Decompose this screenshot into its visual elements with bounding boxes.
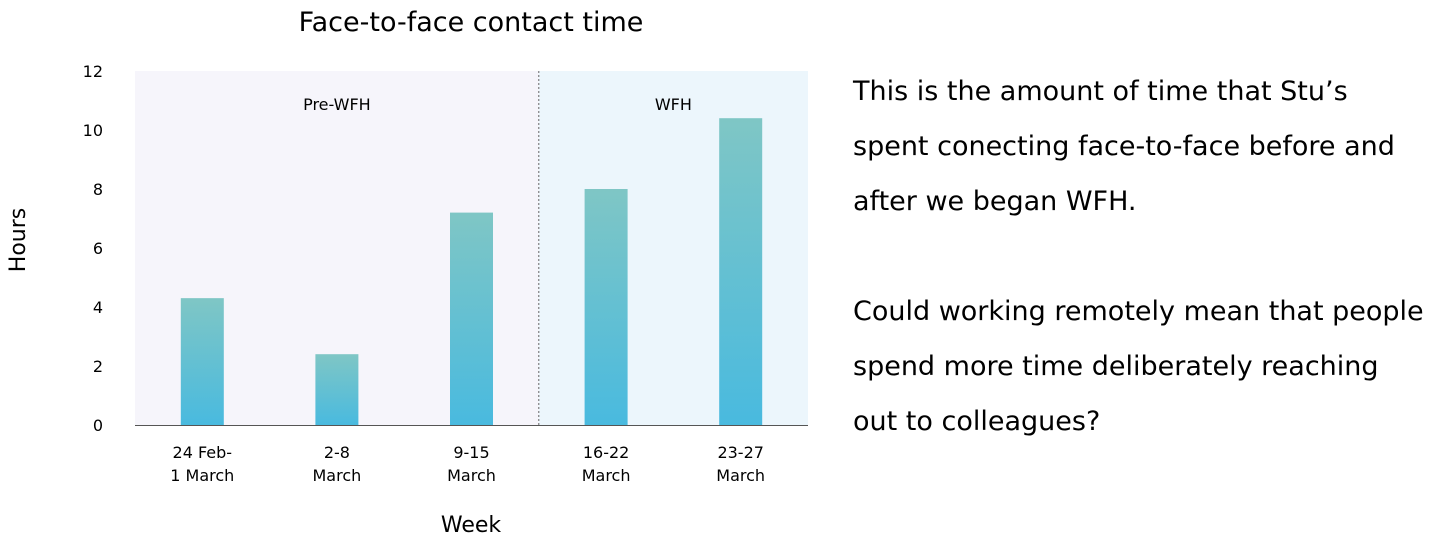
y-tick-label: 8 <box>93 180 103 199</box>
y-tick-label: 6 <box>93 239 103 258</box>
description-paragraph-1: This is the amount of time that Stu’s sp… <box>853 76 1395 217</box>
y-tick-label: 10 <box>83 121 103 140</box>
contact-time-chart: Pre-WFH WFH 0 2 4 6 8 10 12 24 Feb-1 March 2-8 Mar… <box>6 7 808 534</box>
y-tick-label: 12 <box>83 62 103 81</box>
x-axis-label: Week <box>441 513 502 534</box>
bar-3 <box>584 189 628 425</box>
region-label-0: Pre-WFH <box>303 95 371 114</box>
x-tick-label: 23-27 March <box>716 443 765 485</box>
region-label-1: WFH <box>655 95 692 114</box>
bar-2 <box>450 212 493 425</box>
y-tick-label: 0 <box>93 416 103 435</box>
bar-1 <box>315 354 359 425</box>
y-tick-label: 4 <box>93 298 103 317</box>
bar-4 <box>719 118 763 425</box>
chart-title: Face-to-face contact time <box>299 7 644 38</box>
description-panel: This is the amount of time that Stu’s sp… <box>853 64 1428 449</box>
y-tick-label: 2 <box>93 357 103 376</box>
y-axis-label: Hours <box>6 208 31 272</box>
region-background-1 <box>538 71 808 425</box>
x-tick-label: 16-22 March <box>582 443 631 485</box>
bar-0 <box>180 298 224 425</box>
description-paragraph-2: Could working remotely mean that people … <box>853 296 1424 437</box>
x-tick-label: 9-15 March <box>447 443 496 485</box>
x-tick-label: 24 Feb-1 March <box>170 443 234 485</box>
x-tick-label: 2-8 March <box>313 443 362 485</box>
